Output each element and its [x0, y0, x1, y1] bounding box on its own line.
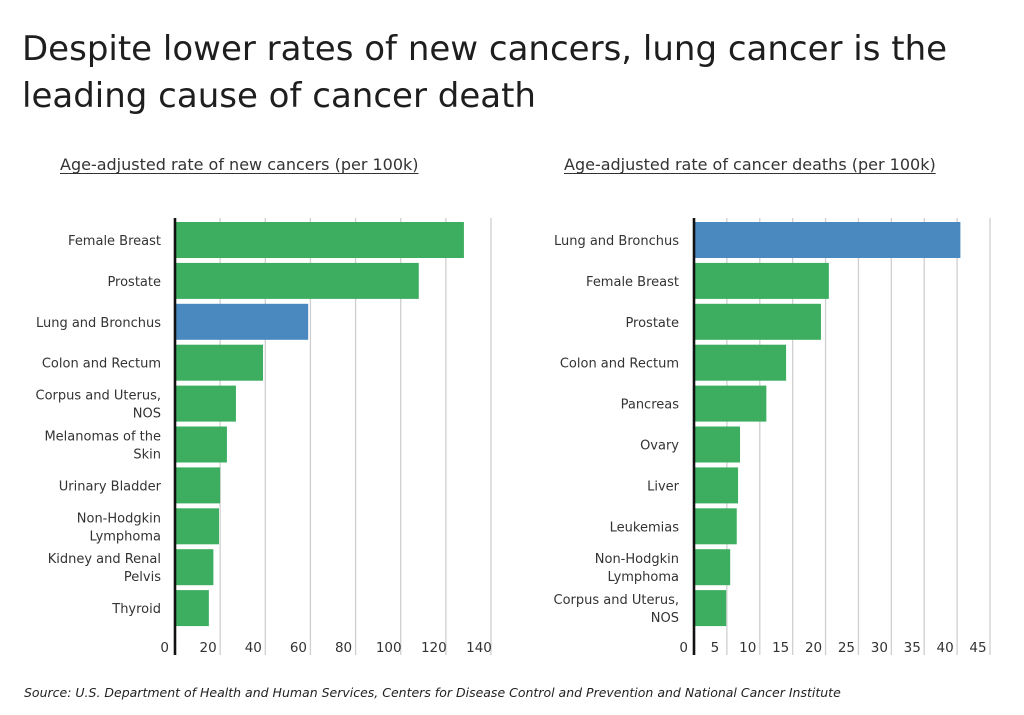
- cancer-deaths-category-label: Female Breast: [586, 275, 679, 290]
- source-note: Source: U.S. Department of Health and Hu…: [24, 685, 841, 700]
- new-cancers-bar-melanomas-of-the-skin: [175, 426, 227, 463]
- cancer-deaths-bar-liver: [694, 467, 739, 504]
- new-cancers-category-label: Non-Hodgkin Lymphoma: [77, 511, 161, 544]
- new-cancers-category-label: Urinary Bladder: [59, 479, 162, 494]
- new-cancers-category-label: Melanomas of the Skin: [44, 430, 161, 463]
- new-cancers-category-label: Corpus and Uterus, NOS: [36, 389, 161, 422]
- cancer-deaths-tick-label: 45: [969, 640, 986, 656]
- new-cancers-tick-label: 0: [160, 640, 169, 656]
- cancer-deaths-category-label: Colon and Rectum: [560, 357, 679, 372]
- cancer-deaths-tick-label: 20: [805, 640, 822, 656]
- cancer-deaths-category-label: Corpus and Uterus, NOS: [554, 593, 679, 626]
- cancer-deaths-tick-label: 0: [679, 640, 688, 656]
- cancer-deaths-tick-label: 5: [711, 640, 720, 656]
- cancer-deaths-category-label: Pancreas: [621, 398, 680, 413]
- cancer-deaths-category-label: Prostate: [625, 316, 679, 331]
- cancer-deaths-bar-ovary: [694, 426, 741, 463]
- new-cancers-tick-label: 100: [376, 640, 402, 656]
- new-cancers-tick-label: 40: [245, 640, 262, 656]
- cancer-deaths-category-label: Ovary: [640, 439, 679, 454]
- new-cancers-tick-label: 60: [290, 640, 307, 656]
- new-cancers-tick-label: 80: [335, 640, 352, 656]
- new-cancers-category-label: Colon and Rectum: [42, 357, 161, 372]
- cancer-deaths-tick-label: 10: [739, 640, 756, 656]
- new-cancers-bar-prostate: [175, 262, 419, 299]
- cancer-deaths-bar-female-breast: [694, 262, 829, 299]
- new-cancers-bar-non-hodgkin-lymphoma: [175, 508, 220, 545]
- new-cancers-tick-label: 20: [200, 640, 217, 656]
- cancer-deaths-tick-label: 30: [871, 640, 888, 656]
- cancer-deaths-bar-leukemias: [694, 508, 737, 545]
- new-cancers-bar-corpus-and-uterus-nos: [175, 385, 236, 422]
- new-cancers-tick-label: 120: [421, 640, 447, 656]
- new-cancers-bar-colon-and-rectum: [175, 344, 264, 381]
- new-cancers-category-label: Kidney and Renal Pelvis: [48, 552, 162, 585]
- new-cancers-bar-thyroid: [175, 590, 209, 627]
- cancer-deaths-category-label: Non-Hodgkin Lymphoma: [595, 552, 679, 585]
- cancer-deaths-tick-label: 40: [937, 640, 954, 656]
- new-cancers-tick-label: 140: [466, 640, 492, 656]
- new-cancers-bar-female-breast: [175, 222, 464, 258]
- cancer-deaths-category-label: Lung and Bronchus: [554, 234, 679, 249]
- new-cancers-category-label: Thyroid: [111, 602, 161, 617]
- cancer-deaths-bar-lung-and-bronchus: [694, 222, 961, 258]
- cancer-deaths-bar-non-hodgkin-lymphoma: [694, 549, 731, 586]
- new-cancers-bar-kidney-and-renal-pelvis: [175, 549, 214, 586]
- new-cancers-category-label: Female Breast: [68, 234, 161, 249]
- new-cancers-chart-title: Age-adjusted rate of new cancers (per 10…: [60, 155, 419, 174]
- cancer-deaths-chart-title: Age-adjusted rate of cancer deaths (per …: [564, 155, 936, 174]
- new-cancers-category-label: Lung and Bronchus: [36, 316, 161, 331]
- cancer-deaths-bar-colon-and-rectum: [694, 344, 787, 381]
- cancer-deaths-bar-pancreas: [694, 385, 767, 422]
- new-cancers-bar-urinary-bladder: [175, 467, 221, 504]
- cancer-deaths-tick-label: 35: [904, 640, 921, 656]
- cancer-deaths-bar-prostate: [694, 303, 821, 340]
- cancer-deaths-tick-label: 25: [838, 640, 855, 656]
- chart-title: Despite lower rates of new cancers, lung…: [22, 29, 948, 116]
- cancer-deaths-category-label: Liver: [647, 479, 680, 494]
- new-cancers-bar-lung-and-bronchus: [175, 303, 309, 340]
- new-cancers-category-label: Prostate: [107, 275, 161, 290]
- cancer-deaths-bar-corpus-and-uterus-nos: [694, 590, 727, 627]
- cancer-deaths-category-label: Leukemias: [610, 520, 680, 535]
- cancer-deaths-tick-label: 15: [772, 640, 789, 656]
